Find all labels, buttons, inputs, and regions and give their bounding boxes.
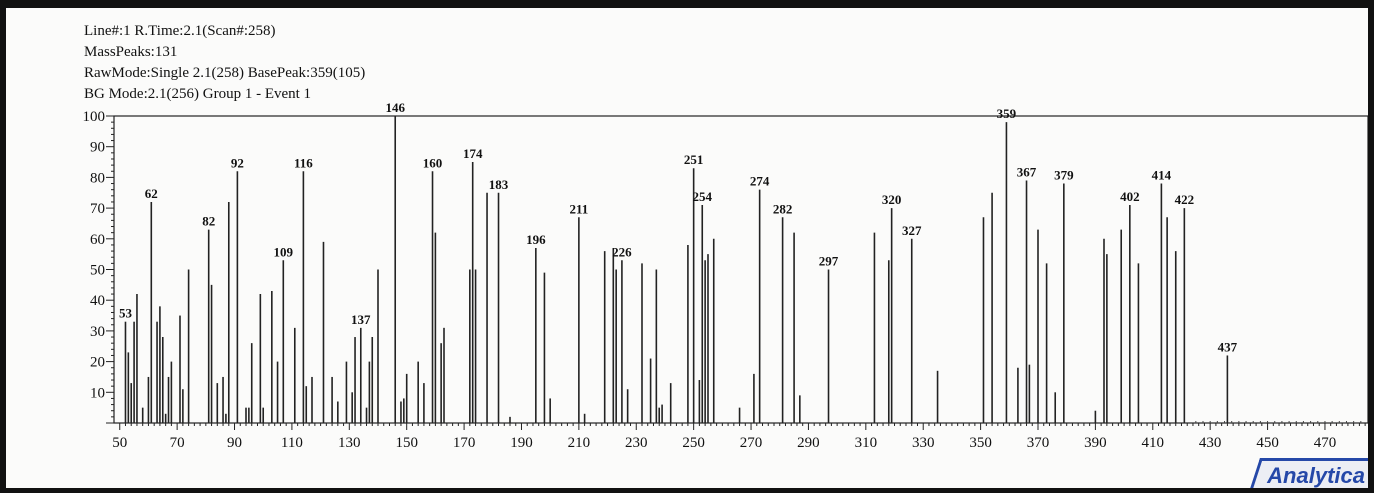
x-tick-label: 190 [510,435,533,451]
spectrum-sheet: Line#:1 R.Time:2.1(Scan#:258) MassPeaks:… [6,8,1368,488]
y-tick-label: 50 [90,263,105,279]
mass-spectrum-chart: 50 70 90 110 130 150 170 190 210 230 250 270 290 310 3… [83,100,1368,451]
header-line-4: BG Mode:2.1(256) Group 1 - Event 1 [84,86,312,102]
y-tick-label: 80 [90,170,105,186]
peak-label-297: 297 [819,254,839,269]
x-tick-label: 310 [855,435,878,451]
peak-label-282: 282 [773,201,793,216]
x-tick-label: 210 [568,435,591,451]
peak-label-359: 359 [997,106,1017,121]
header-line-1: Line#:1 R.Time:2.1(Scan#:258) [84,23,276,39]
x-tick-label: 90 [227,435,242,451]
peak-label-254: 254 [693,189,713,204]
peak-label-196: 196 [526,232,546,247]
x-tick-label: 410 [1142,435,1165,451]
lab-stamp: Analytica [1247,458,1368,488]
peak-label-146: 146 [385,100,405,115]
y-tick-label: 70 [90,201,105,217]
peak-label-109: 109 [274,244,294,259]
x-tick-label: 350 [969,435,992,451]
x-tick-label: 110 [281,435,303,451]
lab-stamp-text: Analytica [1267,463,1365,488]
x-tick-label: 70 [170,435,185,451]
x-tick-label: 270 [740,435,763,451]
x-tick-label: 130 [338,435,361,451]
peak-label-437: 437 [1218,339,1238,354]
x-tick-label: 430 [1199,435,1222,451]
y-tick-label: 20 [90,355,105,371]
x-tick-label: 470 [1314,435,1337,451]
peak-label-116: 116 [294,155,313,170]
peak-label-379: 379 [1054,168,1074,183]
peak-label-327: 327 [902,223,922,238]
peak-label-62: 62 [145,186,158,201]
peak-label-226: 226 [612,244,632,259]
peak-label-367: 367 [1017,164,1037,179]
x-tick-label: 450 [1256,435,1279,451]
y-tick-label: 10 [90,385,105,401]
x-tick-label: 390 [1084,435,1107,451]
header-line-2: MassPeaks:131 [84,44,178,60]
x-tick-label: 250 [682,435,705,451]
y-tick-label: 100 [83,109,106,125]
y-tick-label: 40 [90,293,105,309]
peak-label-414: 414 [1152,168,1172,183]
peak-label-92: 92 [231,155,244,170]
peak-label-183: 183 [489,177,509,192]
peak-label-251: 251 [684,152,704,167]
peak-label-320: 320 [882,192,902,207]
peak-label-174: 174 [463,146,483,161]
y-tick-label: 30 [90,324,105,340]
peak-label-422: 422 [1175,192,1195,207]
x-tick-label: 230 [625,435,648,451]
peak-label-53: 53 [119,306,133,321]
peak-label-402: 402 [1120,189,1140,204]
x-tick-label: 50 [112,435,127,451]
x-tick-label: 150 [395,435,418,451]
y-tick-label: 60 [90,232,105,248]
y-tick-label: 90 [90,140,105,156]
header-line-3: RawMode:Single 2.1(258) BasePeak:359(105… [84,65,366,81]
x-tick-label: 170 [453,435,476,451]
x-tick-label: 290 [797,435,820,451]
peak-label-211: 211 [569,201,588,216]
peak-label-160: 160 [423,155,443,170]
peak-label-82: 82 [202,214,215,229]
peak-label-137: 137 [351,312,371,327]
x-tick-label: 370 [1027,435,1050,451]
peak-label-274: 274 [750,174,770,189]
x-tick-label: 330 [912,435,935,451]
